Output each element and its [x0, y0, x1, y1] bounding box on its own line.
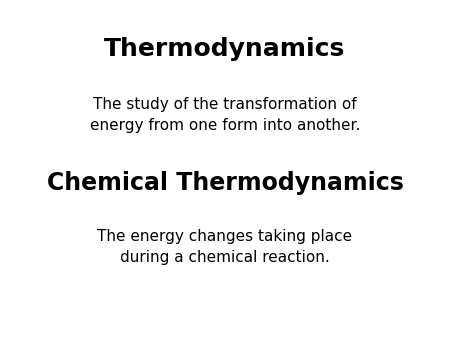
- Text: Chemical Thermodynamics: Chemical Thermodynamics: [46, 170, 404, 195]
- Text: The study of the transformation of
energy from one form into another.: The study of the transformation of energ…: [90, 97, 360, 133]
- Text: Thermodynamics: Thermodynamics: [104, 37, 346, 61]
- Text: The energy changes taking place
during a chemical reaction.: The energy changes taking place during a…: [98, 229, 352, 265]
